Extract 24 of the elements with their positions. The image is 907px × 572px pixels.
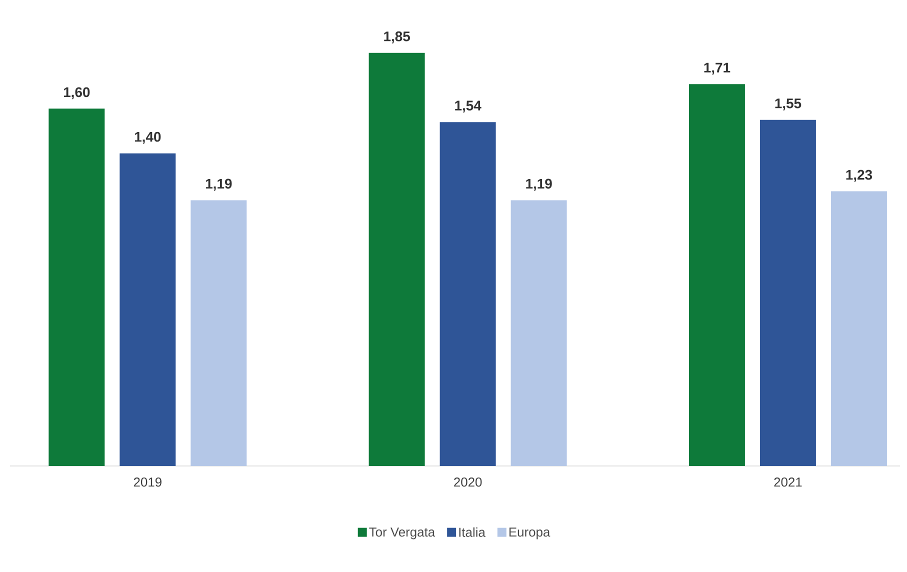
legend-label: Tor Vergata (369, 528, 436, 540)
data-label: 1,85 (384, 31, 410, 44)
data-label: 1,19 (526, 178, 552, 191)
bar (440, 122, 496, 466)
legend-label: Italia (459, 527, 486, 537)
bar (510, 200, 567, 466)
bar (190, 200, 247, 466)
data-label: 1,55 (775, 98, 802, 110)
x-tick-label: 2021 (774, 478, 802, 487)
bar (48, 108, 105, 466)
bar (760, 120, 816, 466)
data-label: 1,40 (134, 132, 161, 144)
data-label: 1,71 (704, 62, 730, 75)
data-label: 1,23 (846, 170, 872, 182)
data-label: 1,60 (64, 87, 90, 100)
bar (830, 191, 887, 466)
bar (120, 153, 176, 466)
x-tick-label: 2019 (134, 478, 162, 487)
data-label: 1,54 (455, 100, 482, 113)
bar (368, 52, 425, 466)
legend-label: Europa (509, 528, 550, 540)
x-tick-label: 2020 (454, 478, 482, 487)
bar (688, 84, 745, 466)
data-label: 1,19 (206, 178, 232, 191)
